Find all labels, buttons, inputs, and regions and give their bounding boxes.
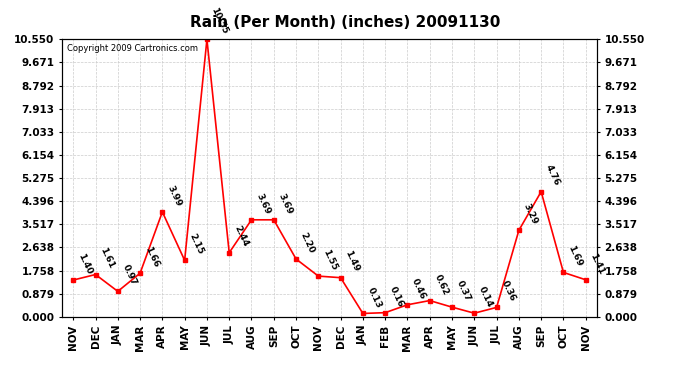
Text: 0.13: 0.13 xyxy=(366,285,383,309)
Text: 3.99: 3.99 xyxy=(165,184,183,208)
Text: 10.55: 10.55 xyxy=(210,6,230,35)
Text: 1.40: 1.40 xyxy=(76,252,94,276)
Text: 0.37: 0.37 xyxy=(455,279,473,303)
Text: 1.69: 1.69 xyxy=(566,244,584,268)
Text: 2.20: 2.20 xyxy=(299,231,316,255)
Text: 3.29: 3.29 xyxy=(522,202,539,226)
Text: 2.15: 2.15 xyxy=(188,232,205,256)
Text: Copyright 2009 Cartronics.com: Copyright 2009 Cartronics.com xyxy=(68,44,199,52)
Text: 4.76: 4.76 xyxy=(544,164,562,188)
Text: 1.61: 1.61 xyxy=(98,246,116,270)
Text: 3.69: 3.69 xyxy=(277,192,294,216)
Text: 0.97: 0.97 xyxy=(121,263,138,287)
Text: 2.44: 2.44 xyxy=(232,225,250,249)
Text: 3.69: 3.69 xyxy=(255,192,272,216)
Text: 0.14: 0.14 xyxy=(477,285,495,309)
Text: 0.36: 0.36 xyxy=(500,279,517,303)
Text: 0.46: 0.46 xyxy=(411,277,428,301)
Text: 1.55: 1.55 xyxy=(321,248,339,272)
Text: 1.49: 1.49 xyxy=(344,249,361,273)
Text: 1.41: 1.41 xyxy=(589,252,606,276)
Text: 0.62: 0.62 xyxy=(433,273,450,296)
Text: 0.16: 0.16 xyxy=(388,285,406,309)
Text: Rain (Per Month) (inches) 20091130: Rain (Per Month) (inches) 20091130 xyxy=(190,15,500,30)
Text: 1.66: 1.66 xyxy=(143,245,160,269)
